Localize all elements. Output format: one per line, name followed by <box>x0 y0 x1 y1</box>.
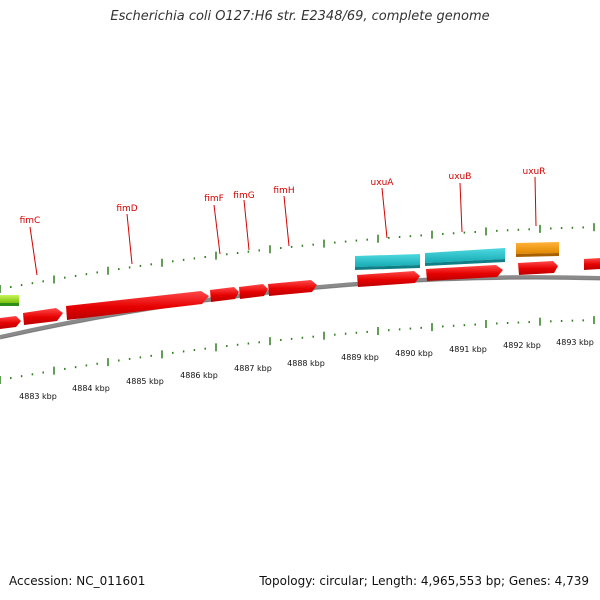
gene-label-fimF[interactable]: fimF <box>204 194 224 204</box>
cds-arrow-1[interactable] <box>0 316 21 329</box>
cds-arrow-next[interactable] <box>584 258 600 270</box>
scale-label-4883: 4883 kbp <box>19 392 57 401</box>
scale-label-4892: 4892 kbp <box>503 341 541 350</box>
feature-lime[interactable] <box>0 295 19 303</box>
cds-arrow-uxuR[interactable] <box>518 261 558 275</box>
gene-label-uxuB[interactable]: uxuB <box>449 172 472 182</box>
leader-fimF <box>213 204 221 255</box>
feature-uxuB-rna-base <box>425 259 505 266</box>
leader-fimH <box>283 195 290 247</box>
cds-arrow-fimC[interactable] <box>23 308 63 325</box>
feature-uxuA-rna[interactable] <box>355 254 420 267</box>
scale-label-4888: 4888 kbp <box>287 359 325 368</box>
leader-uxuA <box>381 187 388 239</box>
inner-tick-track <box>0 316 595 384</box>
feature-track-upper <box>0 242 559 306</box>
cds-arrow-fimH[interactable] <box>268 280 317 296</box>
feature-uxuR-orange[interactable] <box>516 242 559 254</box>
leader-uxuR <box>534 176 537 227</box>
scale-label-4887: 4887 kbp <box>234 364 272 373</box>
page-title: Escherichia coli O127:H6 str. E2348/69, … <box>110 9 490 24</box>
feature-uxuB-rna[interactable] <box>425 248 505 263</box>
accession-text: Accession: NC_011601 <box>9 574 146 588</box>
leader-fimD <box>126 213 133 265</box>
scale-label-4891: 4891 kbp <box>449 345 487 354</box>
cds-arrow-fimF[interactable] <box>210 287 239 302</box>
feature-uxuA-rna-base <box>355 265 420 270</box>
scale-label-4889: 4889 kbp <box>341 353 379 362</box>
scale-labels: 4883 kbp 4884 kbp 4885 kbp 4886 kbp 4887… <box>19 338 594 401</box>
gene-label-fimC[interactable]: fimC <box>20 216 41 226</box>
scale-label-4886: 4886 kbp <box>180 371 218 380</box>
gene-label-uxuR[interactable]: uxuR <box>523 167 546 177</box>
cds-arrow-uxuB[interactable] <box>426 265 503 281</box>
cds-arrow-fimD[interactable] <box>66 291 209 320</box>
scale-label-4885: 4885 kbp <box>126 377 164 386</box>
feature-uxuR-orange-base <box>516 253 559 257</box>
cds-arrow-fimG[interactable] <box>239 284 268 299</box>
gene-label-fimD[interactable]: fimD <box>116 204 137 214</box>
leader-fimC <box>29 226 38 276</box>
genome-summary-text: Topology: circular; Length: 4,965,553 bp… <box>259 574 589 588</box>
gene-label-fimH[interactable]: fimH <box>273 186 294 196</box>
feature-lime-base <box>0 303 19 306</box>
outer-tick-track <box>0 223 595 293</box>
gene-labels: fimC fimD fimF fimG fimH uxuA uxuB uxuR <box>20 167 546 276</box>
leader-uxuB <box>459 182 463 233</box>
scale-label-4893: 4893 kbp <box>556 338 594 347</box>
cds-arrow-uxuA[interactable] <box>357 271 420 287</box>
scale-label-4884: 4884 kbp <box>72 384 110 393</box>
feature-track-lower <box>0 258 600 329</box>
gene-label-uxuA[interactable]: uxuA <box>371 178 395 188</box>
scale-label-4890: 4890 kbp <box>395 349 433 358</box>
leader-fimG <box>243 199 250 251</box>
gene-label-fimG[interactable]: fimG <box>233 191 254 201</box>
